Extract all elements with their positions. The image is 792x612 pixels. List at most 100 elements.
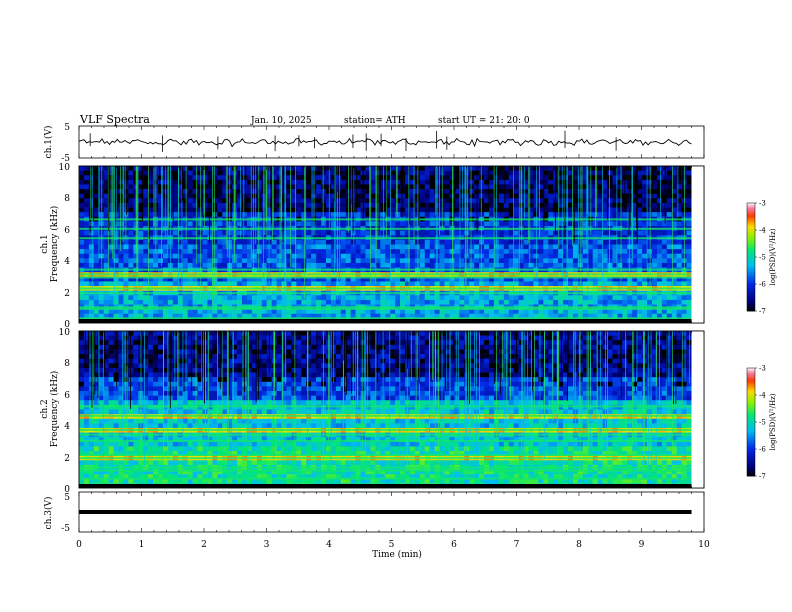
ch1-spec-cell xyxy=(409,184,416,190)
ch1-spec-cell xyxy=(365,295,371,301)
ch2-spec-cell xyxy=(419,331,426,336)
ch1-spec-cell xyxy=(113,313,119,319)
ch1-spec-cell xyxy=(88,189,95,195)
ch1-spec-cell xyxy=(321,299,327,305)
ch1-spec-cell xyxy=(340,189,347,195)
ch1-spec-cell xyxy=(405,170,411,176)
ch1-spec-cell xyxy=(548,166,554,171)
ch1-spec-cell xyxy=(172,299,179,305)
ch1-spec-cell xyxy=(464,189,470,195)
ch1-spec-cell xyxy=(419,166,426,171)
ch1-spec-cell xyxy=(548,313,554,319)
ch1-spec-cell xyxy=(187,309,193,315)
ch1-spec-cell xyxy=(676,258,682,264)
ch1-spec-cell xyxy=(508,184,514,190)
ch2-spec-cell xyxy=(113,344,119,350)
ch1-spec-cell xyxy=(217,295,223,301)
ch1-spec-cell xyxy=(321,281,327,287)
ch1-spec-cell xyxy=(523,258,529,264)
ch1-spec-cell xyxy=(261,244,267,250)
ch1-spec-cell xyxy=(113,253,119,259)
ch1-spec-cell xyxy=(538,207,544,213)
ch1-spec-cell xyxy=(192,276,198,282)
ch1-spec-cell xyxy=(296,166,302,171)
ch1-spec-cell xyxy=(498,175,505,181)
ch1-spec-cell xyxy=(651,253,658,259)
ch1-spec-cell xyxy=(686,184,692,190)
ch1-spec-cell xyxy=(439,299,445,305)
ch1-spec-cell xyxy=(118,239,124,245)
ch1-spec-cell xyxy=(217,202,223,208)
ch1-spec-cell xyxy=(360,221,366,227)
ch1-spec-cell xyxy=(493,262,500,268)
ch1-spec-cell xyxy=(93,239,100,245)
ch1-spec-cell xyxy=(424,170,431,176)
ch2-spec-cell xyxy=(83,344,90,350)
ch1-spec-cell xyxy=(88,281,95,287)
ch1-spec-cell xyxy=(493,258,500,264)
ch1-spec-cell xyxy=(469,276,475,282)
ch1-spec-cell xyxy=(365,193,371,199)
ch1-spec-cell xyxy=(661,184,668,190)
ch1-spec-cell xyxy=(400,309,406,315)
ch1-spec-cell xyxy=(503,295,510,301)
ch2-spec-cell xyxy=(108,349,114,355)
ch1-spec-cell xyxy=(330,170,337,176)
ch1-spec-cell xyxy=(484,221,490,227)
ch1-spec-cell xyxy=(291,221,297,227)
ch1-spec-cell xyxy=(434,299,440,305)
ch1-spec-cell xyxy=(281,239,287,245)
ch1-spec-cell xyxy=(286,202,292,208)
ch1-spec-cell xyxy=(543,262,549,268)
ch1-spec-cell xyxy=(222,170,228,176)
ch1-spec-cell xyxy=(246,212,253,218)
ch2-spec-cell xyxy=(533,344,539,350)
ch1-spec-cell xyxy=(207,175,213,181)
ch1-spec-cell xyxy=(424,189,431,195)
ch1-spec-cell xyxy=(686,253,692,259)
ch1-spec-cell xyxy=(177,193,184,199)
ch1-spec-cell xyxy=(237,230,243,236)
ch1-spec-cell xyxy=(256,230,263,236)
ch1-spec-cell xyxy=(153,309,159,315)
ch2-spec-cell xyxy=(637,344,643,350)
ch1-spec-cell xyxy=(286,253,292,259)
ch1-spec-cell xyxy=(261,299,267,305)
ch1-spec-cell xyxy=(256,295,263,301)
ch2-spec-cell xyxy=(592,344,598,350)
ch1-spec-cell xyxy=(587,244,594,250)
ch1-spec-cell xyxy=(177,166,184,171)
ch1-spec-cell xyxy=(493,249,500,255)
ch1-spec-cell xyxy=(647,207,653,213)
ch1-spec-cell xyxy=(202,309,208,315)
ch1-spec-cell xyxy=(385,299,391,305)
ch1-spec-cell xyxy=(93,258,100,264)
ch1-spec-cell xyxy=(484,184,490,190)
ch1-spec-cell xyxy=(488,230,495,236)
ch1-spec-cell xyxy=(192,166,198,171)
ch1-spec-cell xyxy=(330,207,337,213)
ch1-spec-cell xyxy=(454,313,460,319)
ch1-spec-cell xyxy=(335,170,342,176)
ch1-spec-cell xyxy=(138,184,144,190)
ch1-spec-cell xyxy=(405,276,411,282)
ch1-spec-cell xyxy=(686,249,692,255)
ch1-spec-cell xyxy=(291,276,297,282)
ch1-spec-cell xyxy=(207,299,213,305)
ch2-spec-cell xyxy=(622,340,628,346)
ch1-spec-cell xyxy=(642,166,648,171)
ch1-spec-cell xyxy=(158,281,164,287)
ch1-spec-cell xyxy=(528,202,534,208)
ch1-spec-cell xyxy=(197,175,203,181)
ch1-spec-cell xyxy=(543,258,549,264)
ch1-spec-cell xyxy=(558,309,564,315)
ch1-spec-cell xyxy=(464,179,470,185)
ch1-spec-cell xyxy=(409,198,416,204)
ch1-spec-cell xyxy=(301,299,307,305)
ch2-spec-cell xyxy=(419,344,426,350)
ch1-spec-cell xyxy=(197,166,203,171)
ch1-spec-cell xyxy=(385,313,391,319)
ch1-spec-cell xyxy=(558,249,564,255)
ch1-spec-cell xyxy=(597,244,603,250)
ch2-spec-cell xyxy=(479,340,485,346)
